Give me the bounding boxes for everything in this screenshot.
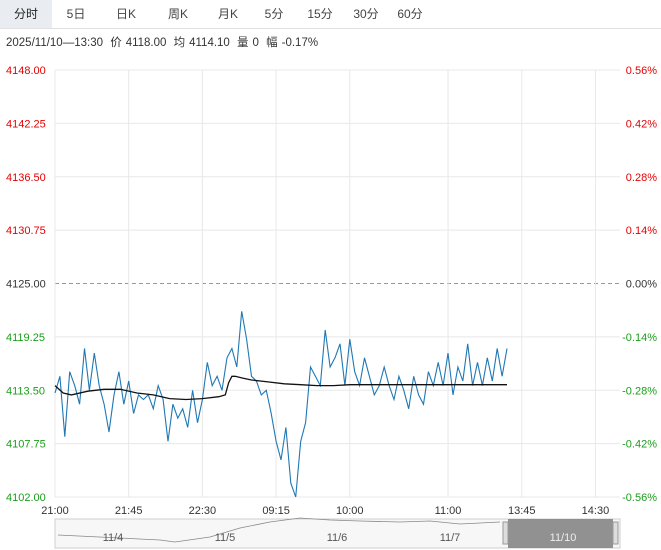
tab-5[interactable]: 5分 [264,7,284,21]
y-tick-right: -0.42% [622,439,657,451]
tab-0[interactable]: 分时 [0,0,52,28]
y-tick-left: 4148.00 [6,65,46,77]
navigator-label: 11/5 [215,532,236,544]
y-tick-right: 0.28% [626,172,657,184]
y-tick-right: 0.14% [626,225,657,237]
y-tick-left: 4107.75 [6,439,46,451]
y-tick-left: 4130.75 [6,225,46,237]
volume-value: 0 [252,37,259,49]
y-tick-right: 0.56% [626,65,657,77]
tab-2[interactable]: 日K [115,7,136,21]
navigator-label: 11/4 [103,532,124,544]
avg-label: 均 [173,37,186,49]
x-tick: 14:30 [582,505,610,517]
x-tick: 09:15 [262,505,290,517]
y-tick-left: 4119.25 [6,332,45,344]
tab-4[interactable]: 月K [217,7,238,21]
change-value: -0.17% [281,37,319,49]
y-tick-right: -0.56% [622,492,657,504]
average-line [54,375,507,401]
tab-3[interactable]: 周K [167,7,188,21]
avg-value: 4114.10 [189,37,230,49]
navigator-handle-left [502,521,509,545]
x-tick: 21:45 [115,505,143,517]
y-tick-left: 4142.25 [6,118,46,130]
y-tick-right: -0.14% [622,332,657,344]
x-tick: 21:00 [41,505,69,517]
y-tick-right: 0.00% [626,279,657,291]
y-tick-right: 0.42% [626,118,657,130]
x-tick: 11:00 [435,505,462,517]
navigator-label: 11/10 [550,532,577,544]
y-tick-right: -0.28% [622,385,657,397]
price-line [54,311,508,498]
price-label: 价 [110,37,122,49]
y-tick-left: 4102.00 [6,492,46,504]
y-tick-left: 4136.50 [6,172,46,184]
navigator-label: 11/6 [327,532,348,544]
navigator-window [508,519,613,548]
quote-datetime: 2025/11/10—13:30 [6,37,103,49]
chart-period-tabs: 分时 5日 日K 周K 月K 5分 15分 30分 60分 [0,0,661,29]
y-tick-left: 4113.50 [6,385,45,397]
volume-label: 量 [237,37,249,49]
change-label: 幅 [266,37,278,49]
x-tick: 13:45 [508,505,536,517]
tab-8[interactable]: 60分 [397,7,423,21]
navigator-handle-right [612,521,619,545]
y-tick-left: 4125.00 [6,279,46,291]
tab-7[interactable]: 30分 [353,7,379,21]
tab-6[interactable]: 15分 [307,7,333,21]
tab-1[interactable]: 5日 [66,7,86,21]
x-tick: 22:30 [189,505,217,517]
navigator-label: 11/7 [440,532,461,544]
navigator-line [57,517,501,543]
price-value: 4118.00 [125,37,167,49]
x-tick: 10:00 [336,505,364,517]
